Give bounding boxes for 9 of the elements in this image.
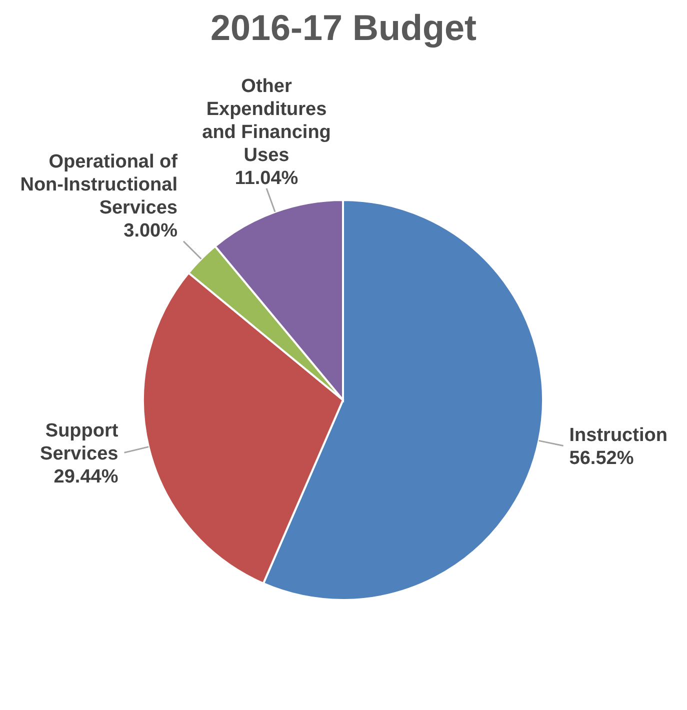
chart-title: 2016-17 Budget: [210, 7, 477, 48]
data-label: 29.44%: [54, 466, 118, 488]
slice-label: Other Expenditures and Financing Uses: [202, 76, 331, 166]
data-label: 3.00%: [124, 220, 178, 242]
slice-label: Operational of Non-Instructional Services: [20, 152, 178, 219]
data-label: 56.52%: [569, 448, 634, 470]
slice-label: Instruction: [569, 425, 668, 446]
slice-label: Support Services: [40, 420, 119, 465]
data-label: 11.04%: [234, 168, 298, 189]
